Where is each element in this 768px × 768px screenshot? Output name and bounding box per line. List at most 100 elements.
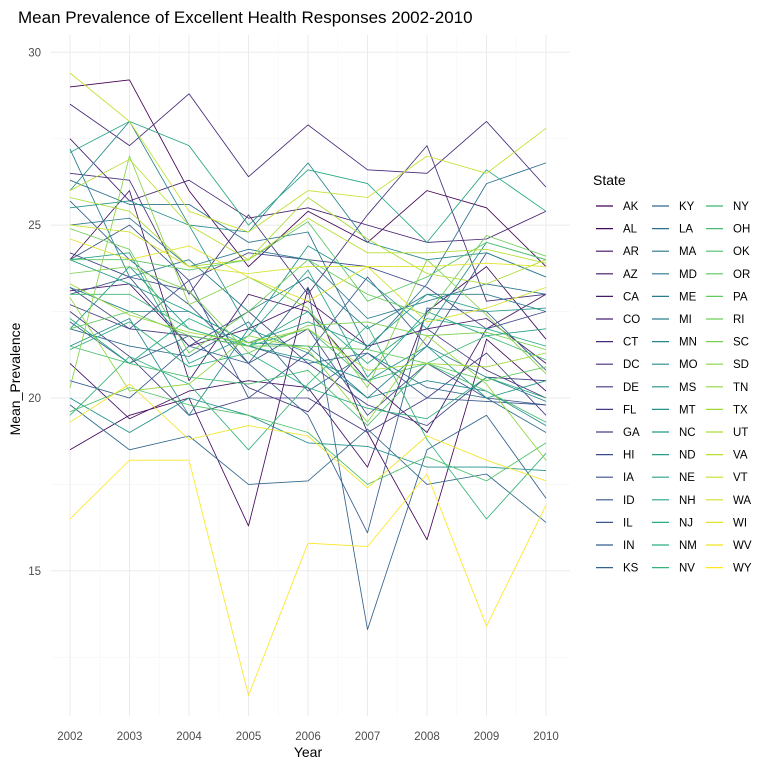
legend-label-hi: HI (623, 450, 635, 462)
series-line-nc (69, 266, 547, 399)
series-line-ak (69, 79, 547, 268)
legend-label-ga: GA (623, 427, 640, 439)
legend-label-nj: NJ (679, 517, 693, 529)
series-line-mt (69, 200, 547, 330)
y-axis-ticks: 15 20 25 30 (28, 47, 41, 578)
legend-label-az: AZ (623, 269, 638, 281)
x-tick-label: 2010 (533, 731, 559, 743)
series-line-in (69, 307, 547, 534)
legend-label-ma: MA (679, 246, 697, 258)
legend-label-va: VA (733, 450, 748, 462)
series-line-nm (69, 321, 547, 420)
x-tick-label: 2006 (295, 731, 321, 743)
series-line-ky (69, 404, 547, 523)
legend-label-me: ME (679, 291, 697, 303)
legend-label-mn: MN (679, 337, 697, 349)
legend-label-fl: FL (623, 404, 637, 416)
series-line-nv (69, 324, 547, 520)
series-line-ne (69, 252, 547, 378)
legend-label-il: IL (623, 517, 633, 529)
series-lines (69, 72, 547, 696)
chart-title: Mean Prevalence of Excellent Health Resp… (18, 8, 473, 27)
x-tick-label: 2002 (57, 731, 83, 743)
series-line-oh (69, 345, 547, 427)
series-line-co (69, 138, 547, 243)
legend-label-wi: WI (733, 517, 747, 529)
series-line-wv (69, 383, 547, 489)
legend-label-nh: NH (679, 495, 696, 507)
legend-label-ny: NY (733, 201, 749, 213)
series-line-ok (69, 387, 547, 485)
series-line-ms (69, 397, 547, 472)
legend-label-de: DE (623, 382, 639, 394)
series-line-tx (69, 283, 547, 371)
x-tick-label: 2007 (355, 731, 381, 743)
series-line-ct (69, 93, 547, 188)
legend-label-tx: TX (733, 404, 748, 416)
series-line-vt (69, 72, 547, 233)
legend-label-sd: SD (733, 359, 749, 371)
legend-label-nv: NV (679, 563, 695, 575)
y-tick-label: 15 (28, 566, 41, 578)
x-tick-label: 2005 (236, 731, 262, 743)
legend-label-md: MD (679, 269, 697, 281)
y-tick-label: 20 (28, 393, 41, 405)
legend-label-ks: KS (623, 563, 639, 575)
legend-label-nm: NM (679, 540, 697, 552)
series-line-ri (69, 228, 547, 354)
legend-label-mo: MO (679, 359, 698, 371)
x-tick-label: 2003 (117, 731, 143, 743)
series-line-ut (69, 197, 547, 285)
series-line-dc (69, 145, 547, 302)
series-line-mn (69, 120, 547, 278)
legend-label-or: OR (733, 269, 750, 281)
legend-label-nd: ND (679, 450, 696, 462)
legend-label-ak: AK (623, 201, 639, 213)
y-axis-title: Mean_Prevalence (7, 322, 23, 435)
x-tick-label: 2004 (176, 731, 202, 743)
series-line-wy (69, 459, 547, 696)
legend-label-oh: OH (733, 224, 750, 236)
legend-label-ri: RI (733, 314, 745, 326)
series-line-sd (69, 155, 547, 389)
series-line-va (69, 158, 547, 264)
legend-label-id: ID (623, 495, 635, 507)
series-line-sc (69, 266, 547, 354)
legend-label-dc: DC (623, 359, 640, 371)
legend-label-ky: KY (679, 201, 695, 213)
series-line-la (69, 321, 547, 433)
series-line-wi (69, 238, 547, 302)
legend-label-ca: CA (623, 291, 639, 303)
x-axis-ticks: 2002 2003 2004 2005 2006 2007 2008 2009 2010 (57, 731, 559, 743)
legend-label-ut: UT (733, 427, 748, 439)
y-tick-label: 25 (28, 220, 41, 232)
legend-label-nc: NC (679, 427, 696, 439)
legend-label-mt: MT (679, 404, 696, 416)
y-tick-label: 30 (28, 47, 41, 59)
x-tick-label: 2008 (414, 731, 440, 743)
series-line-or (70, 221, 547, 302)
legend-label-vt: VT (733, 472, 748, 484)
legend-label-sc: SC (733, 337, 749, 349)
legend-label-wy: WY (733, 563, 752, 575)
series-line-wa (69, 224, 547, 323)
series-line-nh (69, 120, 547, 243)
legend-label-la: LA (679, 224, 693, 236)
legend-label-ok: OK (733, 246, 750, 258)
series-line-me (69, 148, 547, 330)
legend-label-al: AL (623, 224, 638, 236)
legend-label-wv: WV (733, 540, 752, 552)
legend-label-wa: WA (733, 495, 751, 507)
legend-label-ct: CT (623, 337, 638, 349)
grid (51, 35, 570, 716)
legend-label-in: IN (623, 540, 635, 552)
series-line-mo (69, 318, 547, 426)
legend-label-ne: NE (679, 472, 695, 484)
series-line-pa (69, 311, 547, 382)
legend-label-ia: IA (623, 472, 634, 484)
series-line-il (69, 321, 547, 406)
legend-label-ms: MS (679, 382, 697, 394)
x-axis-title: Year (294, 744, 323, 760)
